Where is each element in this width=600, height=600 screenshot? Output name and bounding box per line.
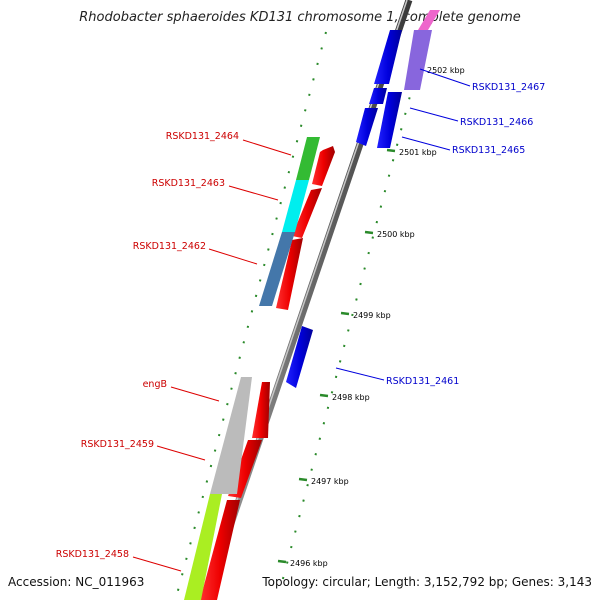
gene-engb[interactable] — [252, 382, 270, 438]
ruler-tick — [298, 477, 308, 482]
label-engb[interactable]: engB — [143, 379, 167, 390]
label-rskd131-2461[interactable]: RSKD131_2461 — [386, 376, 459, 387]
block-rskd131-2458 — [184, 494, 222, 600]
ruler-tick — [386, 148, 396, 153]
accession-text: Accession: NC_011963 — [8, 575, 145, 589]
ruler-tick — [277, 559, 287, 564]
label-rskd131-2463[interactable]: RSKD131_2463 — [152, 178, 225, 189]
topology-text: Topology: circular; Length: 3,152,792 bp… — [262, 575, 592, 589]
label-rskd131-2467[interactable]: RSKD131_2467 — [472, 82, 545, 93]
label-rskd131-2458[interactable]: RSKD131_2458 — [56, 549, 129, 560]
gene-rskd131-2466[interactable] — [369, 88, 387, 104]
ruler-tick-label: 2497 kbp — [311, 477, 349, 486]
label-rskd131-2465[interactable]: RSKD131_2465 — [452, 145, 525, 156]
ruler-tick-label: 2496 kbp — [290, 559, 328, 568]
ruler-tick-label: 2502 kbp — [427, 66, 465, 75]
gene-rskd131-2463[interactable] — [292, 188, 322, 238]
gene-rskd131-2461[interactable] — [286, 326, 313, 388]
leader-lines — [132, 68, 471, 572]
ruler: 2502 kbp 2501 kbp 2500 kbp 2499 kbp 2498 kbp… — [277, 66, 465, 568]
gene-rskd131-2465[interactable] — [356, 108, 378, 146]
label-rskd131-2466[interactable]: RSKD131_2466 — [460, 117, 533, 128]
gene-labels-left: RSKD131_2464 RSKD131_2463 RSKD131_2462 e… — [56, 131, 239, 560]
gene-rskd131-2458[interactable] — [200, 500, 240, 600]
map-title: Rhodobacter sphaeroides KD131 chromosome… — [79, 10, 521, 25]
block-rskd131-2464 — [296, 137, 320, 180]
block-rskd131-2463 — [282, 180, 309, 232]
gene-rskd131-2467[interactable] — [374, 30, 402, 84]
ruler-tick — [340, 311, 350, 316]
label-rskd131-2459[interactable]: RSKD131_2459 — [81, 439, 154, 450]
gene-labels-right: RSKD131_2467 RSKD131_2466 RSKD131_2465 R… — [386, 82, 545, 387]
ruler-tick — [319, 393, 329, 398]
ruler-tick — [364, 230, 374, 235]
reverse-genes — [200, 146, 335, 600]
annotation-blocks — [184, 137, 320, 600]
ruler-tick-label: 2500 kbp — [377, 230, 415, 239]
label-rskd131-2462[interactable]: RSKD131_2462 — [133, 241, 206, 252]
ruler-tick-label: 2499 kbp — [353, 311, 391, 320]
block-engb — [210, 377, 252, 494]
block-rskd131-2462 — [259, 232, 295, 306]
label-rskd131-2464[interactable]: RSKD131_2464 — [166, 131, 239, 142]
gene-rskd131-2464[interactable] — [312, 146, 335, 186]
gene-rskd131-2466b[interactable] — [377, 92, 402, 148]
ruler-tick-label: 2501 kbp — [399, 148, 437, 157]
ruler-tick-label: 2498 kbp — [332, 393, 370, 402]
forward-genes — [286, 10, 440, 388]
left-track-dots — [175, 31, 327, 599]
gene-rskd131-2462[interactable] — [276, 238, 303, 310]
